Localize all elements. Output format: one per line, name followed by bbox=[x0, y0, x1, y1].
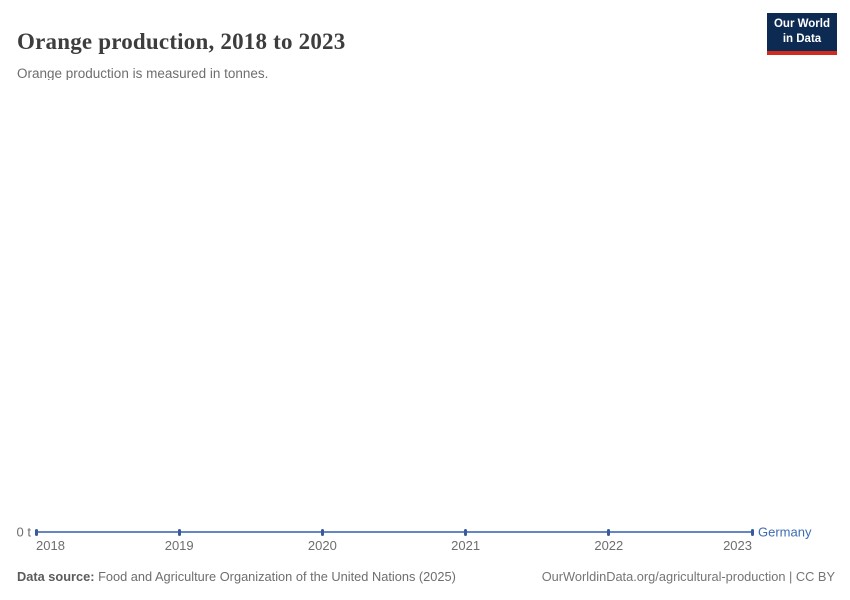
data-point-marker bbox=[607, 528, 611, 536]
data-point-marker bbox=[320, 528, 324, 536]
y-axis-zero-label: 0 t bbox=[16, 524, 31, 540]
chart-subtitle: Orange production is measured in tonnes. bbox=[17, 65, 269, 81]
x-tick-label: 2021 bbox=[451, 538, 481, 553]
data-point-marker bbox=[750, 528, 754, 536]
page-title: Orange production, 2018 to 2023 bbox=[17, 29, 346, 55]
data-point-marker bbox=[34, 528, 38, 536]
x-tick-label: 2023 bbox=[723, 538, 752, 553]
data-point-marker bbox=[464, 528, 468, 536]
series-line-germany bbox=[36, 531, 752, 533]
x-tick-label: 2019 bbox=[164, 538, 194, 553]
data-source-text: Food and Agriculture Organization of the… bbox=[94, 569, 456, 584]
footer-link[interactable]: OurWorldinData.org/agricultural-producti… bbox=[541, 569, 835, 584]
x-tick-label: 2020 bbox=[307, 538, 337, 553]
series-label-germany[interactable]: Germany bbox=[758, 524, 812, 540]
data-source-note: Data source: Food and Agriculture Organi… bbox=[17, 569, 456, 584]
owid-logo-line2: in Data bbox=[782, 33, 822, 45]
owid-logo-line1: Our World bbox=[773, 18, 830, 31]
chart-footer: Data source: Food and Agriculture Organi… bbox=[17, 569, 835, 584]
x-tick-label: 2022 bbox=[594, 538, 624, 553]
data-source-label: Data source: bbox=[17, 569, 95, 584]
plot-area bbox=[0, 80, 850, 520]
data-point-marker bbox=[177, 528, 181, 536]
owid-logo[interactable]: Our World in Data bbox=[767, 13, 837, 55]
x-tick-label: 2018 bbox=[36, 538, 65, 553]
